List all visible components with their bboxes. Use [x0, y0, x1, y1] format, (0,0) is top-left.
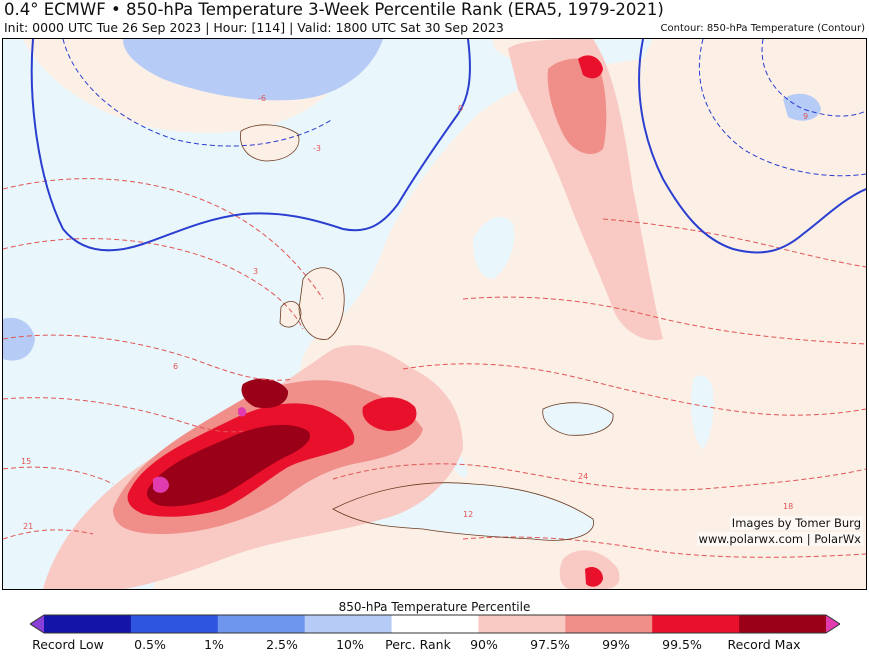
contour-line [3, 238, 304, 330]
warm-extreme-france [241, 378, 289, 409]
contour-label: 21 [23, 522, 33, 531]
contour-line-cold [698, 39, 866, 177]
colorbar-label: 97.5% [530, 637, 570, 652]
colorbar-segment [478, 615, 566, 633]
colorbar-segment [44, 615, 132, 633]
contour-line-cold [761, 39, 866, 117]
map-title: 0.4° ECMWF • 850-hPa Temperature 3-Week … [4, 0, 664, 19]
warm-strong-scandinavia [578, 55, 603, 79]
contour-line-cold [62, 39, 334, 147]
contour-label: 24 [578, 472, 588, 481]
land-ireland [280, 301, 301, 328]
warm-anomaly-layer [43, 39, 663, 589]
colorbar-label: 2.5% [266, 637, 298, 652]
contour-label: -3 [313, 144, 321, 153]
contour-line [3, 466, 114, 485]
contour-line [3, 178, 324, 300]
colorbar-label: Record Max [727, 637, 801, 652]
contour-label: -6 [258, 94, 266, 103]
zero-contour-east [638, 39, 866, 254]
zero-contour-west [30, 39, 471, 252]
colorbar-title: 850-hPa Temperature Percentile [338, 600, 531, 614]
coastline [240, 124, 300, 162]
map-subtitle: Init: 0000 UTC Tue 26 Sep 2023 | Hour: [… [4, 20, 504, 35]
colorbar-segment [391, 615, 479, 633]
coastline [279, 300, 302, 328]
warm-light-russia [508, 39, 663, 341]
colorbar-segment [652, 615, 740, 633]
colorbar-segment [30, 615, 44, 633]
contour-layer [3, 39, 866, 558]
contour-line [462, 536, 866, 558]
contour-label: 9 [803, 112, 808, 121]
contour-line [3, 397, 244, 433]
colorbar-segment [565, 615, 653, 633]
land-uk [299, 267, 345, 340]
coastline [542, 402, 614, 436]
colorbar-outline [30, 614, 840, 634]
map-panel: -6 -3 0 3 6 9 12 15 18 21 24 [2, 38, 867, 590]
cold-anomaly-layer [3, 39, 821, 361]
colorbar-label: 99% [602, 637, 630, 652]
coastline [298, 267, 345, 340]
contour-label: 12 [463, 510, 473, 519]
baltic-sea [473, 216, 515, 279]
colorbar-segment [217, 615, 306, 633]
colorbar-label: 0.5% [134, 637, 166, 652]
contour-line [3, 334, 294, 381]
contour-line [402, 363, 866, 416]
colorbar-label: Record Low [32, 637, 104, 652]
warm-strong-alps [362, 397, 417, 431]
colorbar-label: 10% [336, 637, 364, 652]
colorbar-label: 99.5% [662, 637, 702, 652]
contour-line [332, 463, 866, 491]
contour-line [462, 296, 866, 345]
colorbar-label: 1% [204, 637, 224, 652]
colorbar-segment [739, 615, 827, 633]
colorbar-label: 90% [470, 637, 498, 652]
contour-labels: -6 -3 0 3 6 9 12 15 18 21 24 [21, 94, 808, 531]
coastline [332, 482, 595, 541]
contour-label: 6 [173, 362, 178, 371]
colorbar-segment [304, 615, 393, 633]
black-sea [542, 402, 614, 436]
caspian-sea [691, 375, 714, 449]
colorbar-segment [130, 615, 219, 633]
colorbar [30, 614, 840, 634]
warm-strong-middle-east [585, 567, 603, 587]
contour-note: Contour: 850-hPa Temperature (Contour) [660, 23, 865, 34]
cold-anomaly-siberia [783, 93, 821, 121]
record-max-spot-2 [238, 407, 247, 417]
warm-mid-russia [547, 58, 607, 154]
colorbar-segments [30, 615, 840, 633]
cold-anomaly-atlantic [3, 317, 35, 361]
contour-line [3, 529, 94, 540]
zero-contour-layer [30, 39, 866, 254]
coastline-layer [240, 124, 614, 541]
cold-anomaly-greenland [123, 39, 383, 101]
warm-extreme-iberia [146, 424, 311, 507]
contour-label: 15 [21, 457, 31, 466]
record-max-spot-1 [153, 476, 169, 493]
colorbar-label: Perc. Rank [385, 637, 451, 652]
contour-label: 3 [253, 267, 258, 276]
credit-website: www.polarwx.com | PolarWx [696, 532, 863, 546]
contour-label: 18 [783, 502, 793, 511]
map-canvas: -6 -3 0 3 6 9 12 15 18 21 24 [3, 39, 866, 589]
colorbar-segment [826, 615, 840, 633]
contour-label: 0 [458, 104, 463, 113]
credit-author: Images by Tomer Burg [729, 516, 863, 530]
contour-line [602, 218, 866, 268]
